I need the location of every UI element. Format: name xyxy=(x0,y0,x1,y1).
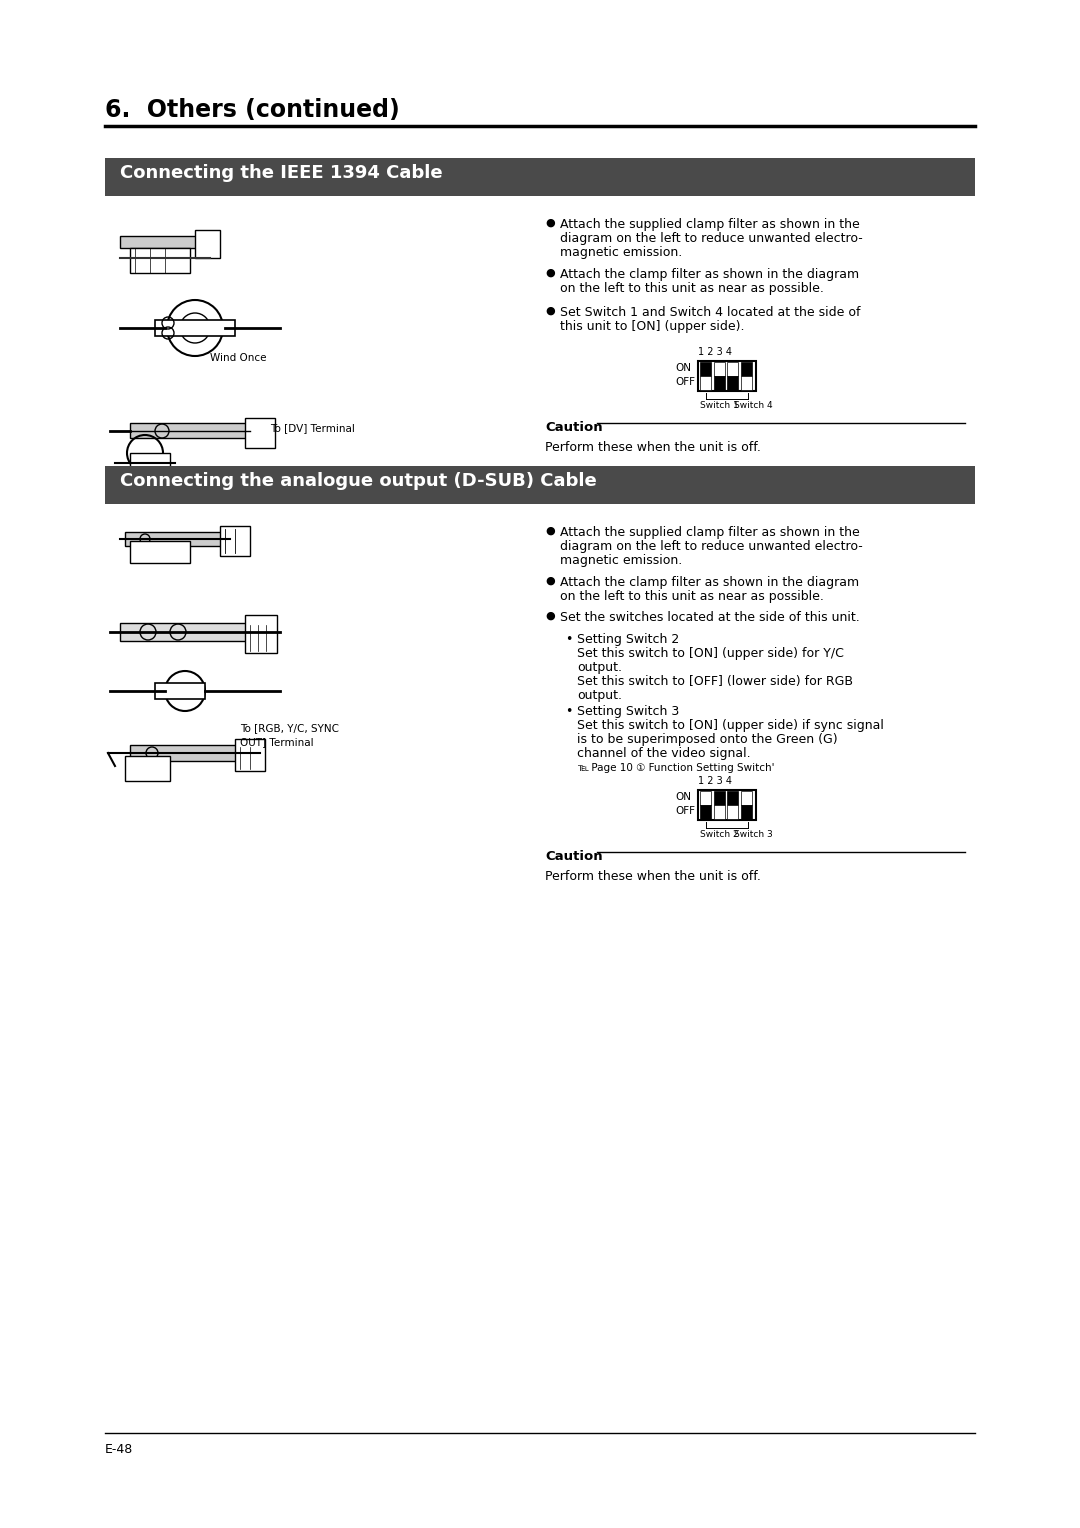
Bar xyxy=(714,792,725,805)
Text: Setting Switch 3: Setting Switch 3 xyxy=(577,704,679,718)
Bar xyxy=(700,792,711,805)
Bar xyxy=(130,746,240,761)
FancyBboxPatch shape xyxy=(105,466,975,504)
Text: ON: ON xyxy=(675,792,691,802)
Text: 6.  Others (continued): 6. Others (continued) xyxy=(105,98,400,122)
Text: Switch 1: Switch 1 xyxy=(700,400,739,410)
Bar xyxy=(698,361,756,391)
Bar xyxy=(727,792,738,805)
Text: •: • xyxy=(565,704,572,718)
Bar xyxy=(727,376,738,390)
Text: Perform these when the unit is off.: Perform these when the unit is off. xyxy=(545,442,761,454)
Bar xyxy=(156,683,205,698)
Text: Set Switch 1 and Switch 4 located at the side of: Set Switch 1 and Switch 4 located at the… xyxy=(561,306,861,319)
Text: Switch 2: Switch 2 xyxy=(700,830,739,839)
Bar xyxy=(120,235,200,248)
Text: Wind Once: Wind Once xyxy=(210,353,267,364)
FancyBboxPatch shape xyxy=(105,157,975,196)
Text: on the left to this unit as near as possible.: on the left to this unit as near as poss… xyxy=(561,283,824,295)
Text: Switch 4: Switch 4 xyxy=(734,400,772,410)
Bar xyxy=(727,362,738,376)
Bar xyxy=(195,231,220,258)
Text: Set this switch to [ON] (upper side) if sync signal: Set this switch to [ON] (upper side) if … xyxy=(577,720,883,732)
Text: ●: ● xyxy=(545,576,555,587)
Text: ●: ● xyxy=(545,306,555,316)
Text: OUT] Terminal: OUT] Terminal xyxy=(240,736,313,747)
Text: Connecting the IEEE 1394 Cable: Connecting the IEEE 1394 Cable xyxy=(120,163,443,182)
Text: •: • xyxy=(565,633,572,646)
Bar xyxy=(741,805,752,819)
Text: Connecting the analogue output (D-SUB) Cable: Connecting the analogue output (D-SUB) C… xyxy=(120,472,597,490)
Bar xyxy=(700,362,711,376)
Text: To [DV] Terminal: To [DV] Terminal xyxy=(270,423,355,432)
Text: this unit to [ON] (upper side).: this unit to [ON] (upper side). xyxy=(561,319,744,333)
Text: To [RGB, Y/C, SYNC: To [RGB, Y/C, SYNC xyxy=(240,723,339,733)
Text: Caution: Caution xyxy=(545,422,603,434)
Text: OFF: OFF xyxy=(675,805,696,816)
Text: Set the switches located at the side of this unit.: Set the switches located at the side of … xyxy=(561,611,860,623)
Text: diagram on the left to reduce unwanted electro-: diagram on the left to reduce unwanted e… xyxy=(561,232,863,244)
Bar xyxy=(156,319,235,336)
Bar xyxy=(120,623,249,642)
Text: Perform these when the unit is off.: Perform these when the unit is off. xyxy=(545,869,761,883)
Bar xyxy=(698,790,756,821)
Text: ●: ● xyxy=(545,526,555,536)
Text: Setting Switch 2: Setting Switch 2 xyxy=(577,633,679,646)
Bar xyxy=(245,419,275,448)
Bar xyxy=(714,376,725,390)
Bar xyxy=(741,792,752,805)
Bar xyxy=(130,452,170,474)
Text: diagram on the left to reduce unwanted electro-: diagram on the left to reduce unwanted e… xyxy=(561,539,863,553)
Text: ℡ Page 10 ① Function Setting Switch': ℡ Page 10 ① Function Setting Switch' xyxy=(577,762,774,773)
Bar xyxy=(130,541,190,562)
Text: Set this switch to [ON] (upper side) for Y/C: Set this switch to [ON] (upper side) for… xyxy=(577,646,843,660)
Text: 1 2 3 4: 1 2 3 4 xyxy=(698,347,732,358)
Text: channel of the video signal.: channel of the video signal. xyxy=(577,747,751,759)
Bar xyxy=(125,756,170,781)
Text: OFF: OFF xyxy=(675,377,696,387)
Text: Caution: Caution xyxy=(545,850,603,863)
Text: magnetic emission.: magnetic emission. xyxy=(561,555,683,567)
Bar xyxy=(220,526,249,556)
Text: Attach the supplied clamp filter as shown in the: Attach the supplied clamp filter as show… xyxy=(561,526,860,539)
Text: ●: ● xyxy=(545,267,555,278)
Text: magnetic emission.: magnetic emission. xyxy=(561,246,683,260)
Bar xyxy=(125,532,225,545)
Text: 1 2 3 4: 1 2 3 4 xyxy=(698,776,732,785)
Text: Attach the clamp filter as shown in the diagram: Attach the clamp filter as shown in the … xyxy=(561,267,859,281)
Bar xyxy=(741,362,752,376)
Bar xyxy=(130,248,190,274)
Text: ●: ● xyxy=(545,219,555,228)
Text: E-48: E-48 xyxy=(105,1442,133,1456)
Text: is to be superimposed onto the Green (G): is to be superimposed onto the Green (G) xyxy=(577,733,838,746)
Text: Switch 3: Switch 3 xyxy=(734,830,773,839)
Bar xyxy=(741,376,752,390)
Bar xyxy=(700,805,711,819)
Bar xyxy=(714,805,725,819)
Bar xyxy=(245,614,276,652)
Text: ●: ● xyxy=(545,611,555,620)
Bar xyxy=(714,362,725,376)
Text: Attach the clamp filter as shown in the diagram: Attach the clamp filter as shown in the … xyxy=(561,576,859,588)
Text: Set this switch to [OFF] (lower side) for RGB: Set this switch to [OFF] (lower side) fo… xyxy=(577,675,853,688)
Text: ON: ON xyxy=(675,364,691,373)
Text: Attach the supplied clamp filter as shown in the: Attach the supplied clamp filter as show… xyxy=(561,219,860,231)
Bar xyxy=(235,740,265,772)
Bar xyxy=(727,805,738,819)
Text: output.: output. xyxy=(577,662,622,674)
Text: on the left to this unit as near as possible.: on the left to this unit as near as poss… xyxy=(561,590,824,604)
Bar xyxy=(130,423,249,439)
Text: output.: output. xyxy=(577,689,622,701)
Bar xyxy=(700,376,711,390)
